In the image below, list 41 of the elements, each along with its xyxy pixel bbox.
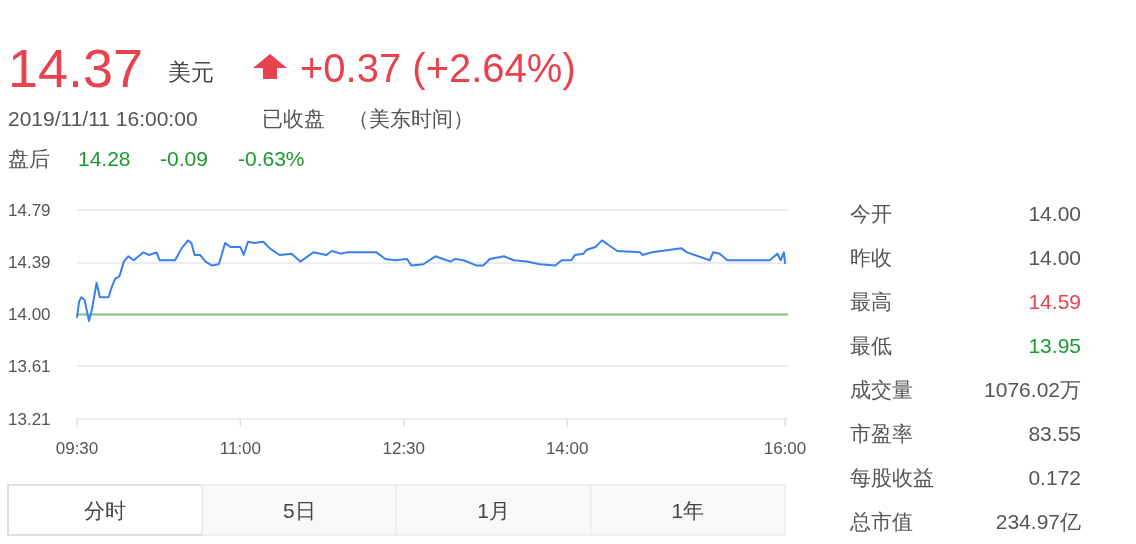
y-tick-label: 13.61: [8, 356, 51, 376]
x-tick-label: 16:00: [763, 438, 807, 458]
text: 分时: [84, 498, 127, 522]
x-tick-label: 11:00: [219, 438, 262, 458]
text: 14.00: [1028, 245, 1081, 269]
text: 已收盘: [262, 106, 325, 130]
y-tick-label: 13.21: [8, 409, 51, 429]
category-label: 成交量: [850, 377, 913, 401]
x-tick-label: 14:00: [545, 438, 589, 458]
text: 1月: [477, 498, 510, 522]
text: 14.37: [8, 38, 144, 98]
text: 83.55: [1028, 422, 1081, 445]
text: 1076.02万: [984, 377, 1081, 401]
x-tick-label: 12:30: [382, 438, 426, 458]
text: 14.59: [1028, 289, 1081, 313]
text: （美东时间）: [348, 106, 474, 130]
text: 234.97亿: [995, 510, 1081, 534]
text: 14.00: [1028, 201, 1081, 225]
y-tick-label: 14.79: [8, 200, 51, 220]
text: 1年: [671, 498, 705, 522]
text: 13.95: [1028, 333, 1081, 357]
category-label: 市盈率: [850, 422, 913, 445]
y-tick-label: 14.39: [8, 253, 51, 273]
x-tick-label: 09:30: [55, 438, 99, 458]
y-tick-label: 14.00: [8, 305, 51, 324]
category-label: 每股收益: [850, 466, 934, 490]
text: 0.172: [1028, 466, 1081, 490]
category-label: 最低: [850, 333, 892, 357]
category-label: 最高: [850, 289, 892, 313]
line-series: [76, 239, 786, 323]
category-label: 今开: [850, 201, 892, 225]
text: 美元: [168, 59, 214, 85]
text: 5日: [283, 498, 316, 522]
category-label: 昨收: [850, 245, 892, 269]
text: +0.37 (+2.64%): [300, 46, 576, 90]
text: -0.09: [160, 146, 208, 170]
category-label: 总市值: [849, 510, 913, 534]
text: 盘后: [8, 146, 50, 170]
text: -0.63%: [238, 146, 305, 170]
text: 2019/11/11 16:00:00: [8, 106, 198, 130]
text: 14.28: [78, 146, 131, 170]
